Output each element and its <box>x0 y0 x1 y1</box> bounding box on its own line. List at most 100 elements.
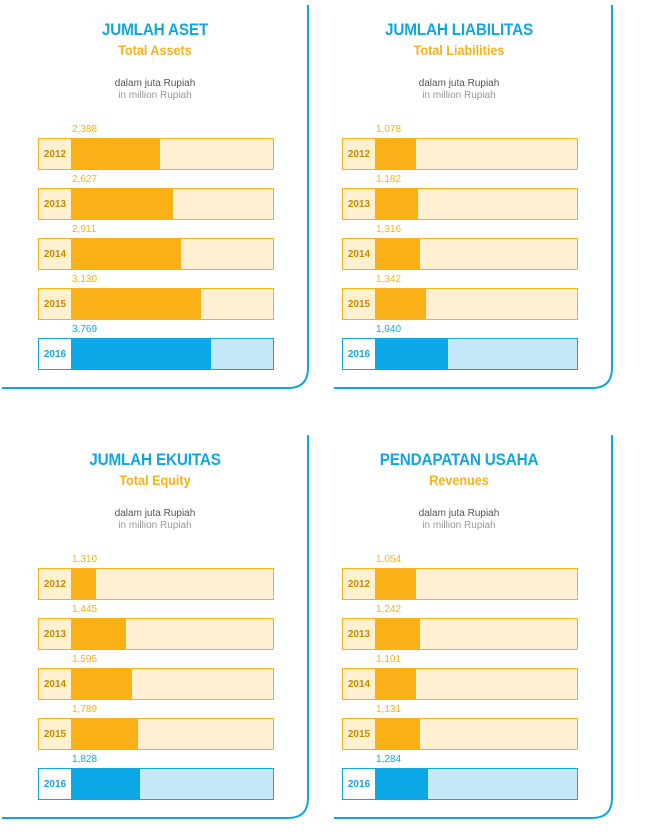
bar-fill <box>72 619 126 649</box>
bar-track <box>71 338 274 370</box>
bar-year-label: 2014 <box>38 668 72 700</box>
bar-fill <box>72 189 173 219</box>
bar-track <box>375 188 578 220</box>
bar-year-label: 2015 <box>342 288 376 320</box>
chart-title: PENDAPATAN USAHA <box>379 450 539 469</box>
bar-row-2014: 1,101 2014 <box>342 654 578 700</box>
bar-row-2012: 1,310 2012 <box>38 554 274 600</box>
bar-value-label: 1,101 <box>376 654 402 665</box>
unit-label-id: dalam juta Rupiah <box>418 508 500 519</box>
bar-value-label: 1,595 <box>72 654 98 665</box>
bar-fill <box>72 719 138 749</box>
bar-value-label: 1,054 <box>376 554 402 565</box>
bar-year-label: 2012 <box>342 568 376 600</box>
unit-label-id: dalam juta Rupiah <box>114 78 196 89</box>
bar-track <box>71 718 274 750</box>
unit-label-en: in million Rupiah <box>422 90 496 101</box>
bar-row-2016: 1,828 2016 <box>38 754 274 800</box>
bar-row-2013: 1,242 2013 <box>342 604 578 650</box>
bar-value-label: 1,342 <box>376 274 402 285</box>
bar-value-label: 1,078 <box>376 124 402 135</box>
bar-value-label: 3,769 <box>72 324 98 335</box>
bar-fill <box>376 719 420 749</box>
bar-track <box>71 768 274 800</box>
bar-row-2016: 3,769 2016 <box>38 324 274 370</box>
bar-fill <box>376 189 418 219</box>
bar-row-2016: 1,940 2016 <box>342 324 578 370</box>
bar-track <box>375 668 578 700</box>
bar-fill <box>376 569 416 599</box>
chart-subtitle: Total Assets <box>118 42 192 58</box>
bar-fill <box>72 239 181 269</box>
bar-year-label: 2014 <box>342 668 376 700</box>
bar-year-label: 2013 <box>342 188 376 220</box>
unit-label-en: in million Rupiah <box>422 520 496 531</box>
chart-panel-total-liabilities: JUMLAH LIABILITAS Total Liabilities dala… <box>304 0 614 390</box>
bar-year-label: 2015 <box>38 288 72 320</box>
bar-value-label: 1,242 <box>376 604 402 615</box>
chart-subtitle: Revenues <box>429 472 489 488</box>
bar-value-label: 1,789 <box>72 704 98 715</box>
bar-track <box>71 668 274 700</box>
bar-value-label: 1,182 <box>376 174 402 185</box>
bar-row-2015: 1,342 2015 <box>342 274 578 320</box>
chart-title: JUMLAH EKUITAS <box>89 450 221 469</box>
unit-label-id: dalam juta Rupiah <box>418 78 500 89</box>
bar-value-label: 2,388 <box>72 124 98 135</box>
bar-track <box>375 138 578 170</box>
bar-fill <box>376 239 420 269</box>
bar-year-label: 2015 <box>38 718 72 750</box>
bar-fill <box>376 619 420 649</box>
bar-value-label: 1,284 <box>376 754 402 765</box>
bar-row-2015: 1,131 2015 <box>342 704 578 750</box>
chart-title: JUMLAH LIABILITAS <box>385 20 533 39</box>
bar-row-2014: 2,911 2014 <box>38 224 274 270</box>
bar-fill <box>376 339 448 369</box>
bar-value-label: 1,316 <box>376 224 402 235</box>
chart-panel-revenues: PENDAPATAN USAHA Revenues dalam juta Rup… <box>304 430 614 820</box>
bar-track <box>71 238 274 270</box>
unit-label-en: in million Rupiah <box>118 520 192 531</box>
chart-panel-total-assets: JUMLAH ASET Total Assets dalam juta Rupi… <box>0 0 310 390</box>
bar-year-label: 2013 <box>38 188 72 220</box>
chart-title: JUMLAH ASET <box>101 20 209 39</box>
bar-track <box>375 568 578 600</box>
bar-row-2012: 1,078 2012 <box>342 124 578 170</box>
bar-value-label: 1,131 <box>376 704 402 715</box>
bar-track <box>71 188 274 220</box>
bar-fill <box>72 289 201 319</box>
bar-track <box>375 718 578 750</box>
panel-frame <box>2 435 309 819</box>
bar-row-2015: 1,789 2015 <box>38 704 274 750</box>
bar-fill <box>376 139 416 169</box>
unit-label-id: dalam juta Rupiah <box>114 508 196 519</box>
bar-year-label: 2012 <box>342 138 376 170</box>
bar-value-label: 1,828 <box>72 754 98 765</box>
bar-track <box>71 288 274 320</box>
panel-frame <box>2 5 309 389</box>
bar-track <box>375 288 578 320</box>
bar-track <box>71 138 274 170</box>
bar-value-label: 2,627 <box>72 174 98 185</box>
bar-track <box>375 618 578 650</box>
bar-year-label: 2013 <box>342 618 376 650</box>
bar-row-2016: 1,284 2016 <box>342 754 578 800</box>
bar-fill <box>72 339 211 369</box>
bar-row-2013: 1,445 2013 <box>38 604 274 650</box>
bar-row-2014: 1,316 2014 <box>342 224 578 270</box>
bar-year-label: 2014 <box>342 238 376 270</box>
bar-track <box>375 768 578 800</box>
bar-track <box>375 238 578 270</box>
bar-track <box>71 618 274 650</box>
bar-fill <box>376 769 428 799</box>
bar-row-2012: 1,054 2012 <box>342 554 578 600</box>
bar-row-2012: 2,388 2012 <box>38 124 274 170</box>
panel-frame <box>334 435 613 819</box>
bar-year-label: 2016 <box>38 338 72 370</box>
bar-row-2013: 2,627 2013 <box>38 174 274 220</box>
bar-fill <box>376 289 426 319</box>
bar-fill <box>72 669 132 699</box>
unit-label-en: in million Rupiah <box>118 90 192 101</box>
bar-track <box>375 338 578 370</box>
bar-track <box>71 568 274 600</box>
